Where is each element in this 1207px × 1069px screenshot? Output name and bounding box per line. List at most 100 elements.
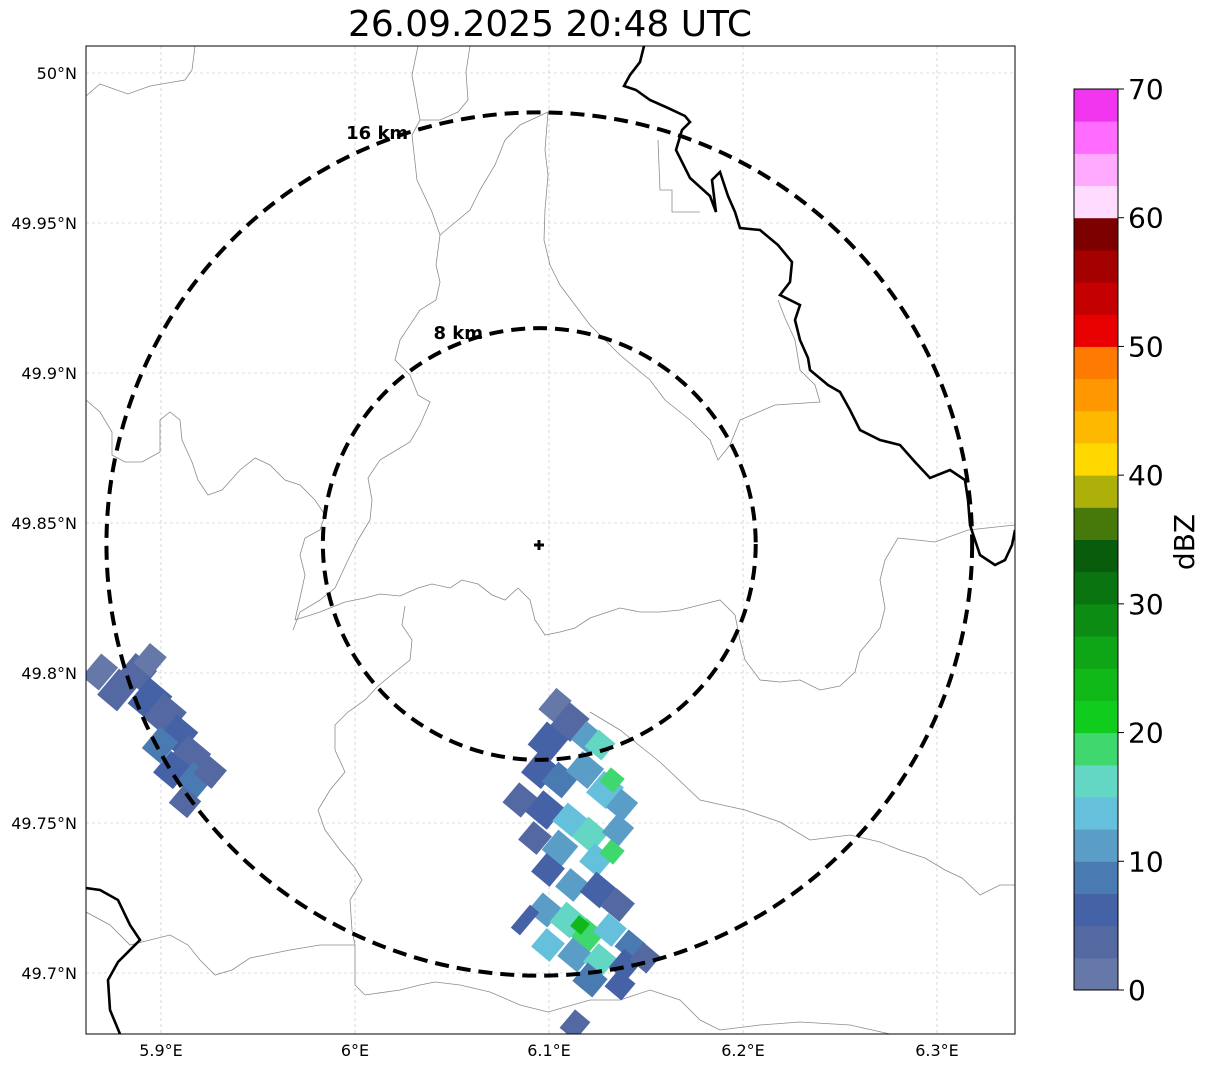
country-border — [622, 46, 1015, 567]
colorbar-tick-label: 0 — [1128, 974, 1146, 1007]
lat-tick-label: 49.9°N — [21, 364, 77, 383]
reflectivity-gate — [538, 687, 572, 723]
reflectivity-gate — [571, 816, 609, 854]
lat-tick-label: 49.8°N — [21, 664, 77, 683]
colorbar-swatch — [1074, 764, 1118, 798]
admin-border — [86, 399, 326, 621]
admin-border — [292, 46, 441, 631]
reflectivity-gate — [127, 677, 173, 723]
lat-tick-label: 49.85°N — [11, 514, 77, 533]
colorbar-swatch — [1074, 925, 1118, 959]
longitude-ticks: 5.9°E 6°E 6.1°E 6.2°E 6.3°E — [139, 1041, 959, 1060]
colorbar-swatch — [1074, 89, 1118, 122]
lat-tick-label: 50°N — [37, 64, 77, 83]
colorbar-tick-label: 10 — [1128, 845, 1164, 878]
colorbar-swatch — [1074, 475, 1118, 508]
reflectivity-gate — [601, 813, 635, 847]
range-ring — [104, 110, 975, 978]
colorbar-swatch — [1074, 121, 1118, 154]
chart-title: 26.09.2025 20:48 UTC — [347, 4, 753, 45]
colorbar-swatch — [1074, 314, 1118, 347]
reflectivity-gate — [153, 750, 191, 790]
colorbar-swatch — [1074, 217, 1118, 251]
lon-tick-label: 6.1°E — [527, 1041, 571, 1060]
colorbar-tick-label: 30 — [1128, 588, 1164, 621]
reflectivity-gate — [193, 755, 227, 789]
reflectivity-gate — [531, 853, 565, 887]
admin-border — [434, 981, 701, 1021]
reflectivity-gate — [133, 642, 167, 678]
reflectivity-gate — [572, 962, 608, 998]
map-geography — [86, 46, 1015, 1034]
colorbar-swatch — [1074, 153, 1118, 187]
colorbar-swatch — [1074, 507, 1118, 540]
lon-tick-label: 6°E — [341, 1041, 369, 1060]
lon-tick-label: 6.3°E — [915, 1041, 959, 1060]
colorbar-swatch — [1074, 571, 1118, 605]
colorbar-swatch — [1074, 346, 1118, 380]
range-ring-label: 16 km — [346, 123, 408, 144]
admin-border — [439, 111, 549, 236]
lon-tick-label: 6.2°E — [721, 1041, 765, 1060]
reflectivity-gate — [531, 928, 565, 962]
colorbar-swatch — [1074, 893, 1118, 927]
colorbar-tick-label: 40 — [1128, 459, 1164, 492]
lat-tick-label: 49.95°N — [11, 214, 77, 233]
colorbar-swatch — [1074, 861, 1118, 894]
colorbar-swatch — [1074, 442, 1118, 476]
reflectivity-gate — [605, 788, 639, 822]
colorbar-swatch — [1074, 185, 1118, 219]
reflectivity-gate — [555, 868, 589, 902]
reflectivity-gate — [527, 721, 569, 763]
colorbar-swatch — [1074, 700, 1118, 734]
colorbar-label: dBZ — [1168, 514, 1201, 570]
reflectivity-gate — [604, 969, 636, 1001]
reflectivity-gate — [584, 729, 616, 761]
reflectivity-gate — [599, 767, 625, 793]
admin-border — [420, 46, 471, 121]
lat-tick-label: 49.7°N — [21, 964, 77, 983]
range-rings: 8 km 16 km — [104, 110, 975, 978]
colorbar-tick-label: 60 — [1128, 202, 1164, 235]
range-ring — [320, 326, 758, 762]
colorbar: 0 10 20 30 40 50 60 70 — [1073, 73, 1164, 1007]
admin-border — [317, 605, 436, 996]
reflectivity-gate — [86, 653, 119, 691]
latitude-ticks: 50°N 49.95°N 49.9°N 49.85°N 49.8°N 49.75°N 49.… — [11, 64, 77, 983]
reflectivity-gate — [521, 750, 559, 790]
reflectivity-gate — [579, 871, 617, 909]
admin-border — [699, 1019, 891, 1034]
gridlines — [86, 46, 1015, 1034]
reflectivity-gate — [601, 888, 635, 922]
colorbar-swatch — [1074, 957, 1118, 991]
reflectivity-gate — [550, 702, 590, 742]
reflectivity-gate — [559, 1009, 591, 1034]
colorbar-frame — [1073, 88, 1119, 991]
admin-border — [589, 711, 1015, 896]
colorbar-tick-label: 20 — [1128, 717, 1164, 750]
colorbar-swatch — [1074, 249, 1118, 283]
colorbar-swatch — [1074, 378, 1118, 412]
colorbar-swatch — [1074, 732, 1118, 766]
reflectivity-gate — [510, 904, 540, 936]
reflectivity-gate — [518, 821, 552, 855]
reflectivity-gate — [168, 785, 202, 819]
radar-site-marker — [534, 540, 544, 550]
lat-tick-label: 49.75°N — [11, 814, 77, 833]
admin-border — [86, 46, 196, 97]
reflectivity-gate — [143, 693, 187, 737]
colorbar-tick-label: 50 — [1128, 330, 1164, 363]
map-background — [86, 46, 1015, 1034]
admin-border — [86, 911, 355, 976]
colorbar-swatch — [1074, 539, 1118, 573]
admin-border — [657, 139, 700, 213]
colorbar-swatch — [1074, 636, 1118, 669]
colorbar-swatch — [1074, 282, 1118, 315]
reflectivity-gate — [557, 937, 593, 973]
reflectivity-gate — [593, 913, 627, 947]
reflectivity-gate — [502, 782, 538, 818]
admin-border — [294, 524, 1015, 691]
reflectivity-gate — [599, 839, 625, 865]
colorbar-swatch — [1074, 796, 1118, 830]
